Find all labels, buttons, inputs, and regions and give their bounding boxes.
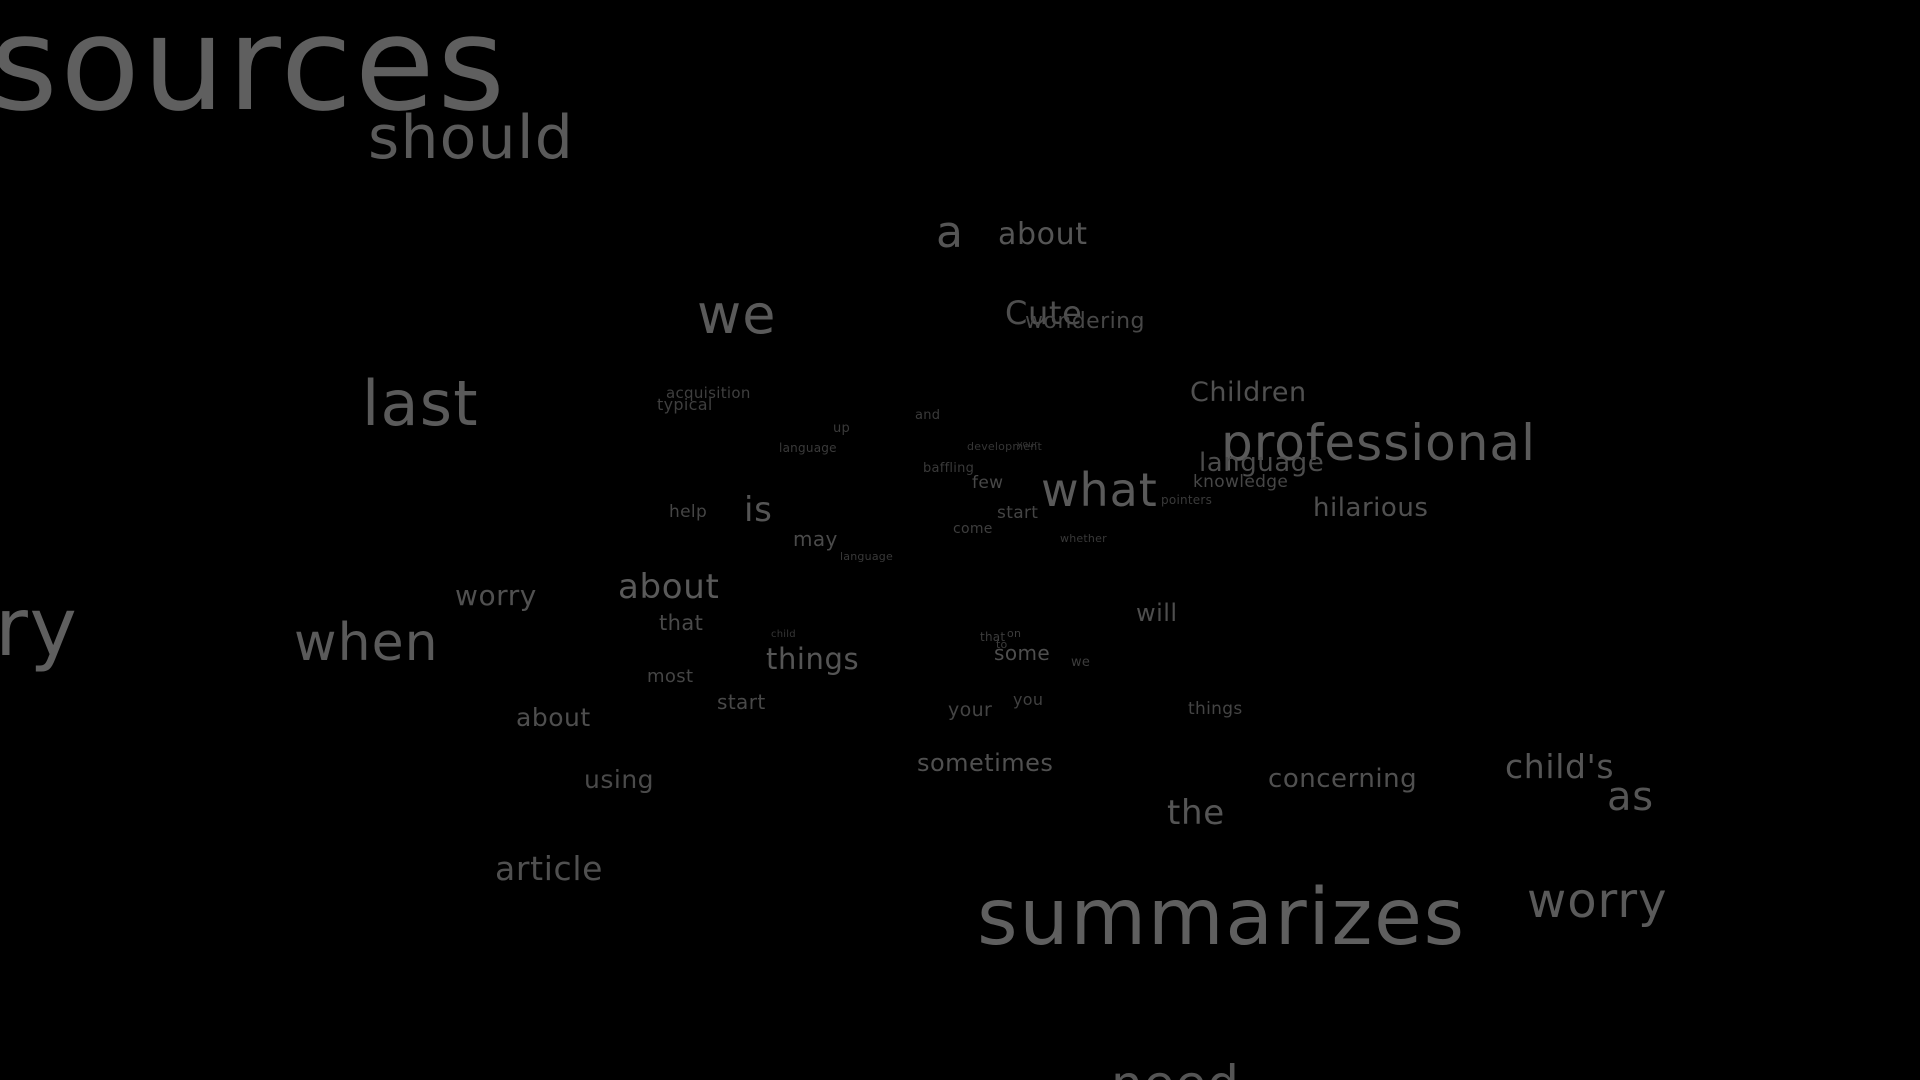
word-sources: sources [0, 0, 508, 140]
word-as: as [1607, 773, 1654, 820]
word-concerning: concerning [1268, 763, 1418, 794]
word-need: need [1111, 1059, 1240, 1080]
word-what: what [1041, 463, 1158, 518]
word-will: will [1136, 599, 1178, 628]
word-last: last [362, 366, 479, 440]
word-you: you [1013, 689, 1044, 709]
word-using: using [584, 764, 655, 794]
word-up: up [833, 420, 851, 436]
word-worry-left: worry [455, 579, 537, 613]
word-about-mid: about [618, 567, 720, 608]
word-and: and [915, 407, 941, 423]
word-development: development [967, 440, 1042, 454]
word-few: few [972, 472, 1004, 493]
word-your-tiny: your [1017, 439, 1038, 450]
word-article: article [495, 849, 604, 889]
word-things-mid: things [766, 642, 860, 677]
word-start-center: start [997, 502, 1039, 523]
word-about-low: about [516, 702, 591, 732]
word-that-left: that [659, 610, 704, 635]
word-typical: typical [657, 394, 713, 414]
word-on: on [1007, 627, 1022, 641]
word-professional: professional [1221, 414, 1536, 472]
word-children: Children [1190, 376, 1307, 408]
word-about-top: about [998, 216, 1088, 252]
word-we-small: we [1071, 654, 1091, 670]
word-pointers: pointers [1161, 492, 1213, 507]
word-help: help [669, 501, 708, 522]
word-wondering: wondering [1025, 308, 1145, 334]
word-worry-right: worry [1527, 872, 1668, 929]
word-to: to [996, 638, 1008, 652]
word-some: some [994, 641, 1051, 666]
word-may: may [793, 527, 838, 552]
word-cute: Cute [1005, 294, 1083, 333]
word-the: the [1167, 793, 1225, 834]
word-childs: child's [1505, 747, 1615, 787]
word-knowledge: knowledge [1193, 471, 1289, 492]
word-language-mid: language [1199, 447, 1325, 478]
word-we: we [697, 282, 777, 346]
word-language-low: language [840, 550, 893, 564]
word-your: your [948, 699, 993, 722]
word-acquisition: acquisition [666, 384, 751, 403]
word-a: a [936, 206, 964, 258]
word-start-low: start [717, 690, 766, 715]
word-baffling: baffling [923, 460, 975, 476]
word-most: most [647, 665, 694, 687]
word-child: child [771, 629, 796, 641]
word-things-right: things [1188, 698, 1243, 719]
word-that-center: that [980, 629, 1006, 644]
word-should: should [368, 103, 574, 174]
word-language-small: language [779, 440, 837, 455]
word-whether: whether [1060, 532, 1107, 546]
word-when: when [294, 613, 439, 674]
word-summarizes: summarizes [977, 873, 1466, 964]
word-hilarious: hilarious [1313, 492, 1429, 523]
word-come: come [953, 521, 993, 538]
word-sometimes: sometimes [917, 749, 1054, 778]
word-is: is [744, 490, 773, 531]
word-ry: ry [0, 580, 79, 674]
